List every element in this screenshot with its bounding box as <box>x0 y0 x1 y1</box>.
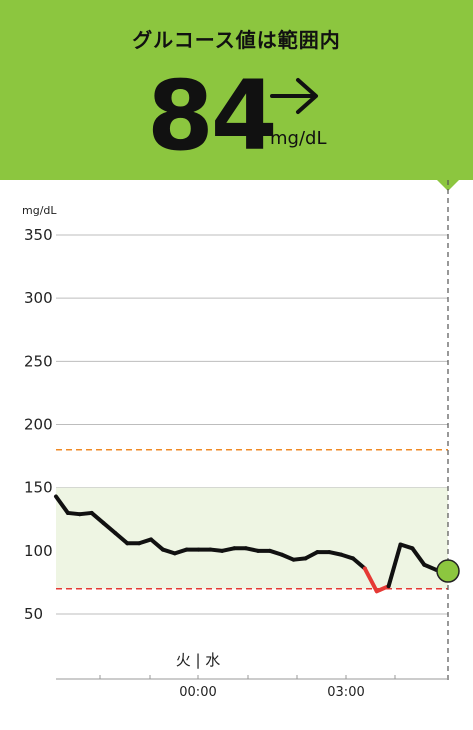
y-tick-label: 100 <box>24 542 53 560</box>
glucose-reading-value: 84 <box>147 60 278 172</box>
series-segment <box>279 552 296 562</box>
series-segment <box>220 546 237 553</box>
x-tick-label: 03:00 <box>327 685 364 700</box>
current-reading-point[interactable] <box>436 559 460 583</box>
series-segment <box>350 556 367 571</box>
series-segment <box>113 531 130 546</box>
y-tick-label: 150 <box>24 479 53 497</box>
glucose-series <box>54 494 450 594</box>
series-segment <box>362 566 379 594</box>
y-axis-ticks: 50 100 150 200 250 300 350 <box>24 226 53 623</box>
series-segment <box>339 552 355 561</box>
y-tick-label: 350 <box>24 226 53 244</box>
target-range-band <box>56 487 448 589</box>
glucose-chart[interactable]: mg/dL 50 100 150 200 250 300 350 00:00 03:00 火 … <box>0 180 473 730</box>
x-axis-ticks: 00:00 03:00 <box>99 675 396 700</box>
series-segment <box>101 521 118 536</box>
y-tick-label: 50 <box>24 605 43 623</box>
series-segment <box>303 550 320 561</box>
series-segment <box>410 546 427 567</box>
day-boundary-label: 火 | 水 <box>176 651 221 669</box>
arrow-right-icon <box>270 78 318 114</box>
x-tick-label: 00:00 <box>179 685 216 700</box>
series-segment <box>172 547 189 556</box>
glucose-header: グルコース値は範囲内 84 mg/dL <box>0 0 473 180</box>
y-tick-label: 200 <box>24 416 53 434</box>
series-segment <box>149 537 165 552</box>
glucose-reading-unit: mg/dL <box>270 128 327 149</box>
series-segment <box>244 546 260 553</box>
series-segment <box>267 548 284 557</box>
y-axis-unit-label: mg/dL <box>22 204 57 217</box>
series-segment <box>54 494 70 515</box>
glucose-status-title: グルコース値は範囲内 <box>132 28 341 52</box>
y-tick-label: 300 <box>24 289 53 307</box>
series-segment <box>374 584 391 594</box>
series-segment <box>89 510 106 526</box>
series-segment <box>386 542 403 589</box>
series-segment <box>398 542 415 551</box>
series-segment <box>160 547 177 556</box>
series-segment <box>422 562 439 572</box>
series-segment <box>137 537 154 546</box>
series-segment <box>327 550 344 557</box>
y-tick-label: 250 <box>24 352 53 370</box>
